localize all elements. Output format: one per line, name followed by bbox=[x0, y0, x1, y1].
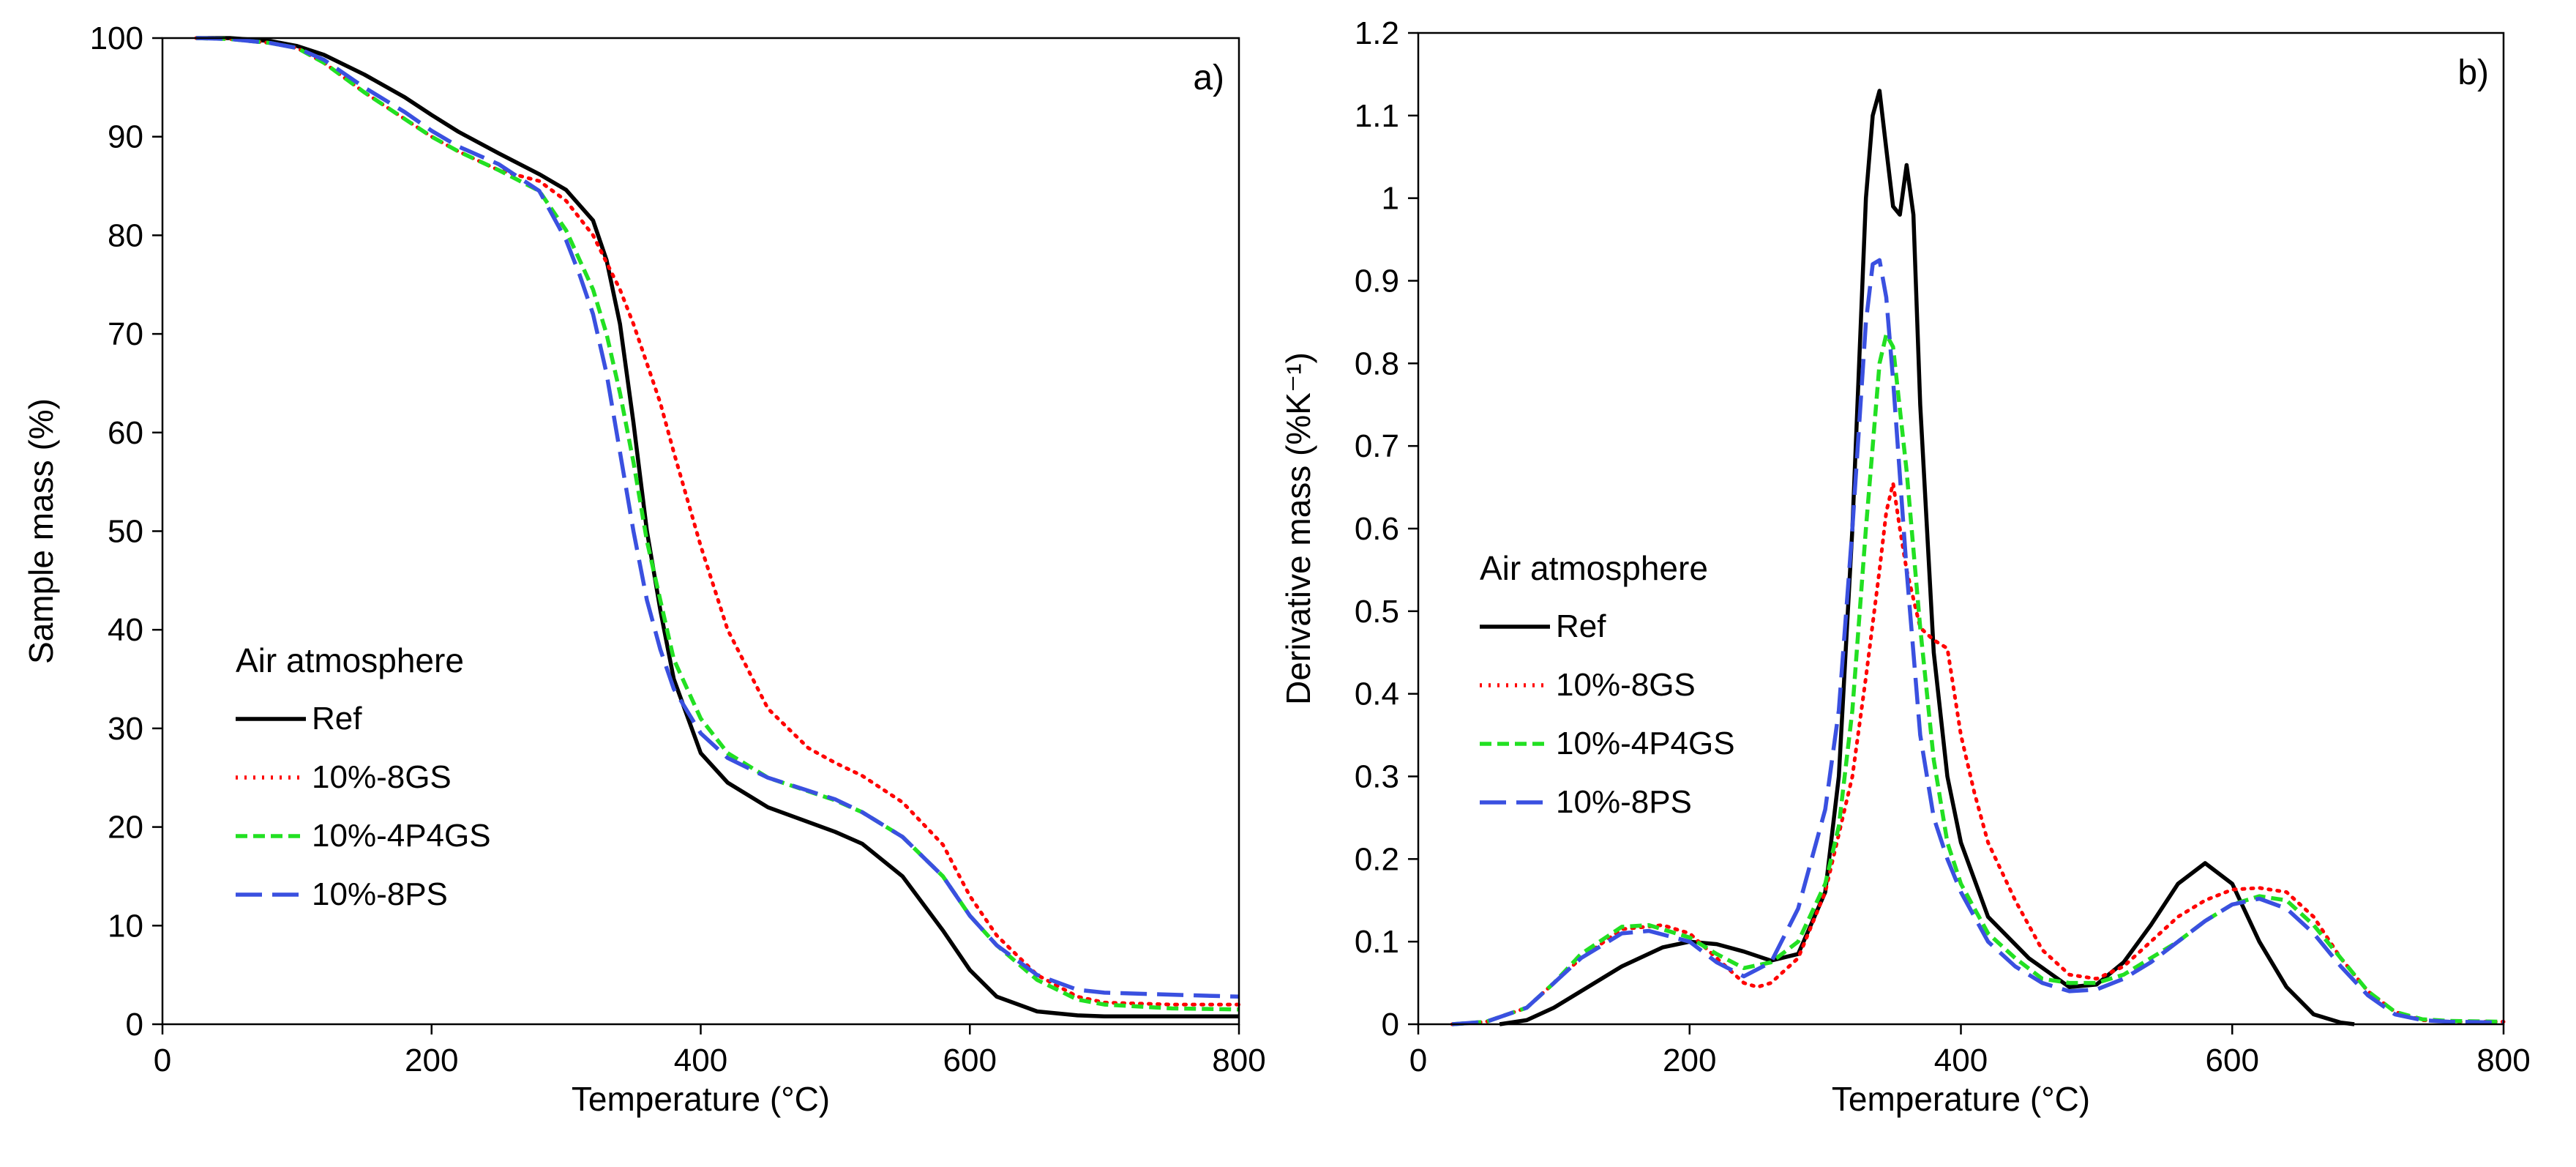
x-tick-label: 400 bbox=[674, 1043, 727, 1078]
x-tick-label: 200 bbox=[1663, 1043, 1716, 1078]
y-tick-label: 0.2 bbox=[1355, 841, 1399, 877]
x-tick-label: 200 bbox=[405, 1043, 458, 1078]
x-tick-label: 0 bbox=[1409, 1043, 1427, 1078]
y-tick-label: 50 bbox=[108, 514, 143, 550]
y-tick-label: 40 bbox=[108, 612, 143, 648]
y-tick-label: 1 bbox=[1382, 181, 1399, 217]
y-tick-label: 0 bbox=[1382, 1007, 1399, 1043]
y-tick-label: 10 bbox=[108, 908, 143, 944]
x-axis-title: Temperature (°C) bbox=[1832, 1080, 2090, 1118]
panel-a-thermogravimetric-curve: 0 200 400 600 800 0 10 20 30 40 50 60 70 80 90 100 Tempe… bbox=[22, 20, 1266, 1118]
legend-label-10-4p4gs: 10%-4P4GS bbox=[1556, 726, 1735, 761]
y-tick-label: 0.3 bbox=[1355, 759, 1399, 795]
y-tick-label: 1.2 bbox=[1355, 15, 1399, 51]
x-tick-label: 0 bbox=[154, 1043, 171, 1078]
series-line-10-4p4gs bbox=[1452, 332, 2504, 1026]
y-tick-label: 70 bbox=[108, 316, 143, 352]
legend-label-ref: Ref bbox=[1556, 608, 1606, 644]
y-tick-label: 0.1 bbox=[1355, 924, 1399, 960]
x-axis-title: Temperature (°C) bbox=[572, 1080, 830, 1118]
series-line-ref bbox=[1499, 89, 2355, 1026]
panel-b-derivative-curve: 0 200 400 600 800 0 0.1 0.2 0.3 0.4 0.5 0.6 0.7 0.8 0.… bbox=[1279, 15, 2531, 1118]
y-tick-label: 0 bbox=[126, 1007, 143, 1043]
y-tick-label: 60 bbox=[108, 415, 143, 451]
y-tick-label: 100 bbox=[90, 20, 143, 56]
legend-label-10-8ps: 10%-8PS bbox=[312, 876, 448, 912]
y-tick-label: 1.1 bbox=[1355, 98, 1399, 134]
legend-label-10-4p4gs: 10%-4P4GS bbox=[312, 818, 491, 854]
legend-title: Air atmosphere bbox=[1480, 549, 1708, 587]
y-tick-label: 90 bbox=[108, 119, 143, 155]
x-tick-label: 600 bbox=[943, 1043, 997, 1078]
series-line-10-8gs bbox=[194, 36, 1241, 1007]
y-tick-label: 0.6 bbox=[1355, 511, 1399, 547]
y-tick-label: 0.5 bbox=[1355, 594, 1399, 630]
x-tick-label: 800 bbox=[2476, 1043, 2530, 1078]
y-tick-label: 0.9 bbox=[1355, 264, 1399, 299]
y-tick-label: 30 bbox=[108, 711, 143, 747]
legend-title: Air atmosphere bbox=[236, 641, 464, 679]
y-axis-title: Derivative mass (%K⁻¹) bbox=[1279, 352, 1317, 705]
series-line-10-8ps bbox=[195, 36, 1240, 999]
x-tick-label: 600 bbox=[2206, 1043, 2259, 1078]
y-axis-title: Sample mass (%) bbox=[22, 398, 60, 664]
y-tick-label: 20 bbox=[108, 810, 143, 846]
legend-label-ref: Ref bbox=[312, 701, 362, 737]
series-line-10-8ps bbox=[1452, 258, 2504, 1026]
panel-label: a) bbox=[1193, 59, 1224, 97]
y-tick-label: 80 bbox=[108, 217, 143, 253]
series-line-10-4p4gs bbox=[195, 36, 1240, 1012]
legend-label-10-8gs: 10%-8GS bbox=[1556, 667, 1696, 703]
x-tick-label: 400 bbox=[1934, 1043, 1988, 1078]
y-tick-label: 0.7 bbox=[1355, 428, 1399, 464]
panel-label: b) bbox=[2457, 53, 2489, 92]
legend-label-10-8ps: 10%-8PS bbox=[1556, 784, 1692, 820]
y-tick-label: 0.4 bbox=[1355, 676, 1399, 712]
y-tick-label: 0.8 bbox=[1355, 346, 1399, 381]
x-tick-label: 800 bbox=[1212, 1043, 1265, 1078]
legend-label-10-8gs: 10%-8GS bbox=[312, 759, 452, 795]
